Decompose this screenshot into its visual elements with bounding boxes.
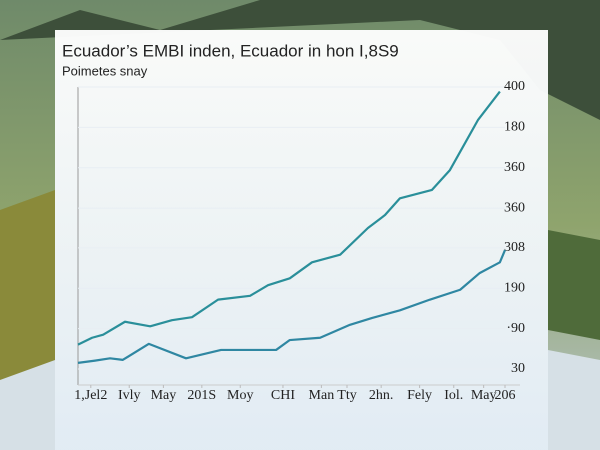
hill-right	[548, 230, 600, 340]
x-tick-label: May	[471, 388, 497, 403]
line-series	[77, 249, 507, 364]
y-tick-label: ·90	[506, 321, 525, 336]
y-tick-label: 360	[504, 200, 525, 215]
x-tick-label: Fely	[407, 388, 432, 403]
chart-panel	[55, 30, 548, 450]
chart-title: Ecuador’s EMBI inden, Ecuador in hon I,8…	[62, 41, 399, 60]
y-tick-label: 360	[504, 160, 525, 175]
y-tick-label: 308	[504, 240, 525, 255]
line-series	[77, 90, 501, 346]
y-tick-label: 180	[504, 120, 525, 135]
x-tick-label: Iol.	[444, 388, 463, 403]
y-tick-label: 30	[511, 361, 525, 376]
x-tick-label: 1,Jel2	[74, 388, 107, 403]
x-tick-label: Tty	[337, 388, 356, 403]
x-tick-label: Ivly	[118, 388, 141, 403]
x-tick-label: Moy	[227, 388, 253, 403]
x-tick-label: CHI	[271, 388, 295, 403]
y-tick-label: 400	[504, 79, 525, 94]
x-tick-label: Man	[309, 388, 335, 403]
x-tick-label: 206	[495, 388, 516, 403]
x-tick-label: 2hn.	[369, 388, 394, 403]
x-tick-label: 201S	[187, 388, 216, 403]
chart-subtitle: Poimetes snay	[62, 63, 148, 78]
y-tick-label: 190	[504, 280, 525, 295]
x-tick-label: May	[151, 388, 177, 403]
